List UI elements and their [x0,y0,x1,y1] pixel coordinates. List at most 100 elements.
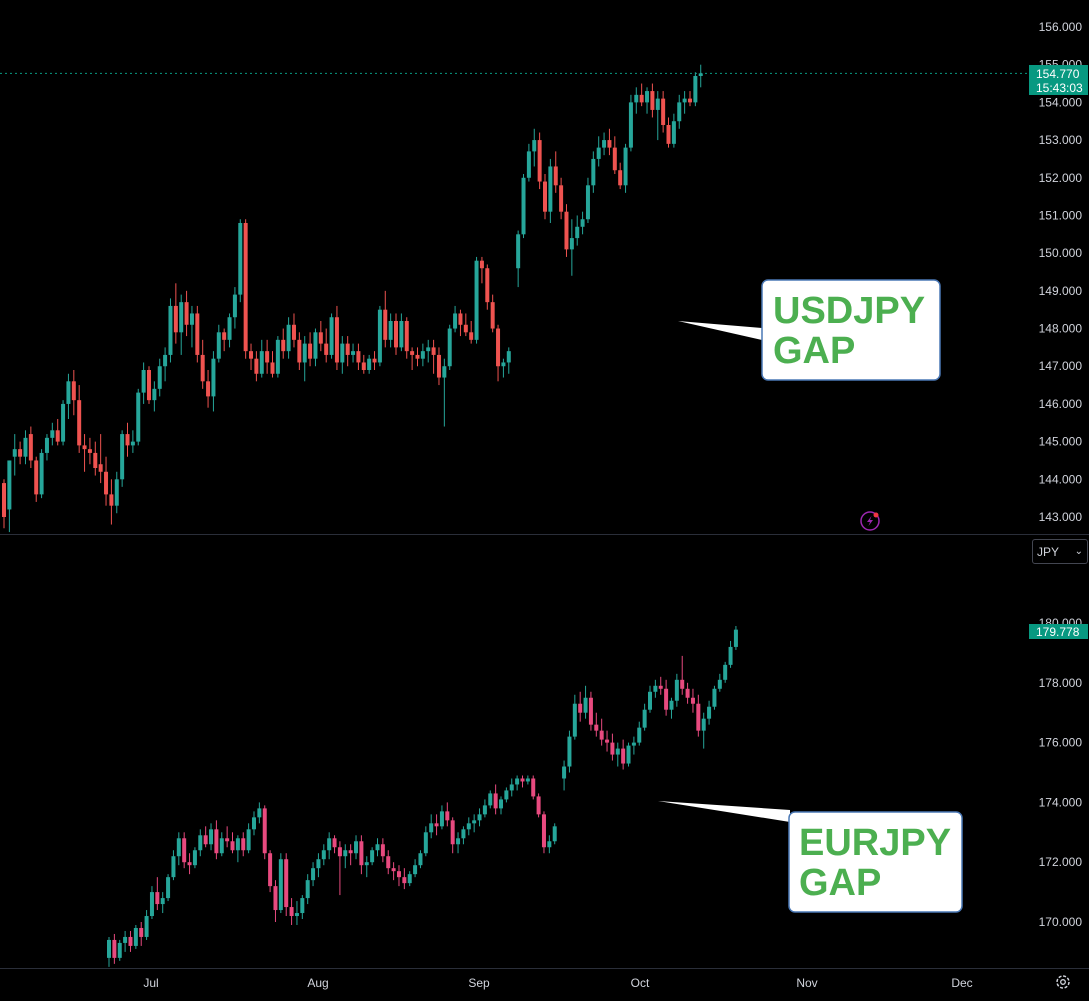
eurjpy-candle [482,799,487,818]
usdjpy-candle [120,430,125,487]
eurjpy-candle [262,805,267,860]
eurjpy-candle [728,640,733,668]
eurjpy-candle [257,802,262,824]
usdjpy-candle [661,91,666,133]
usdjpy-last-price-tag-bg [1029,65,1088,95]
usdjpy-candle [526,143,531,182]
usdjpy-candle [238,219,243,303]
eurjpy-gap-callout[interactable]: EURJPY GAP [658,801,963,913]
eurjpy-candle [599,718,604,746]
eurjpy-candle [402,868,407,890]
eurjpy-candle [251,811,256,836]
usdjpy-candle [168,298,173,363]
usdjpy-candle [243,219,248,359]
usdjpy-candle [580,211,585,235]
eurjpy-candle [637,721,642,746]
usdjpy-candle [479,256,484,284]
usdjpy-candle [645,87,650,114]
gear-icon[interactable] [1056,975,1070,989]
eurjpy-candle [321,844,326,866]
eurjpy-candle [139,922,144,946]
eurjpy-candle [289,898,294,925]
usdjpy-candle [628,94,633,152]
eurjpy-last-price-label: 179.778 [1036,625,1080,639]
usdjpy-candle [426,339,431,363]
eurjpy-candle [300,895,305,920]
usdjpy-candle [270,351,275,378]
eurjpy-candle [583,685,588,719]
usdjpy-pane[interactable]: 156.000155.000154.000153.000152.000151.0… [0,20,1088,533]
usdjpy-candle [698,64,703,88]
eurjpy-candle [198,829,203,857]
eurjpy-candle [653,679,658,698]
eurjpy-candle [690,688,695,713]
eurjpy-candle [337,841,342,896]
eurjpy-candle [375,838,380,857]
usdjpy-candle [222,328,227,352]
eurjpy-last-price-tag: 179.778 [1029,624,1088,639]
currency-selector[interactable]: JPY ⌄ [1032,539,1088,564]
eurjpy-y-tick-label: 174.000 [1039,795,1083,809]
usdjpy-gap-callout[interactable]: USDJPY GAP [678,279,941,381]
time-axis[interactable]: Jul Aug Sep Oct Nov Dec [143,976,972,990]
usdjpy-candle [404,317,409,359]
eurjpy-candle [680,655,685,695]
usdjpy-y-tick-label: 153.000 [1039,133,1083,147]
usdjpy-candles [2,64,703,533]
eurjpy-callout-box [788,811,963,913]
eurjpy-candle [631,736,636,755]
eurjpy-candle [588,691,593,731]
usdjpy-candle [249,343,254,370]
usdjpy-candle [163,347,168,382]
usdjpy-candle [677,94,682,129]
usdjpy-candle [125,422,130,457]
eurjpy-candle [305,874,310,905]
eurjpy-candle [332,835,337,854]
eurjpy-candle [294,901,299,925]
eurjpy-candle [214,820,219,860]
x-tick-label: Oct [631,976,650,990]
eurjpy-candle [112,933,117,964]
lightning-alert-icon[interactable] [860,511,880,531]
x-tick-label: Sep [468,976,490,990]
usdjpy-candle [693,72,698,107]
eurjpy-candle [488,790,493,809]
usdjpy-candle [612,136,617,174]
eurjpy-candle [567,730,572,773]
eurjpy-candle [327,832,332,860]
usdjpy-candle [639,83,644,107]
usdjpy-candle [184,290,189,337]
usdjpy-candle [399,313,404,352]
usdjpy-candle [206,370,211,408]
eurjpy-candle [707,700,712,725]
usdjpy-candle [291,313,296,348]
eurjpy-candle [144,910,149,940]
usdjpy-candle [232,287,237,329]
eurjpy-candle [674,673,679,707]
eurjpy-y-tick-label: 178.000 [1039,676,1083,690]
eurjpy-candle [364,856,369,878]
eurjpy-candle [461,826,466,845]
eurjpy-candle [133,924,138,949]
eurjpy-candle [717,673,722,692]
usdjpy-y-tick-label: 149.000 [1039,284,1083,298]
usdjpy-candle [7,460,12,533]
usdjpy-candle [585,177,590,223]
usdjpy-candle [655,91,660,141]
eurjpy-pane[interactable]: 180.000178.000176.000174.000172.000170.0… [107,616,1088,967]
usdjpy-candle [28,426,33,468]
usdjpy-candle [543,174,547,220]
eurjpy-candle [615,742,620,767]
usdjpy-candle [623,143,628,193]
eurjpy-candle [235,835,240,863]
usdjpy-price-axis[interactable]: 156.000155.000154.000153.000152.000151.0… [1039,20,1083,524]
usdjpy-callout-line1: USDJPY [773,290,925,332]
eurjpy-candle [241,832,246,857]
usdjpy-y-tick-label: 147.000 [1039,359,1083,373]
usdjpy-candle [130,430,135,453]
eurjpy-callout-pointer [658,801,790,822]
eurjpy-candle [493,784,498,815]
eurjpy-candle [348,844,353,866]
usdjpy-candle [308,332,313,367]
